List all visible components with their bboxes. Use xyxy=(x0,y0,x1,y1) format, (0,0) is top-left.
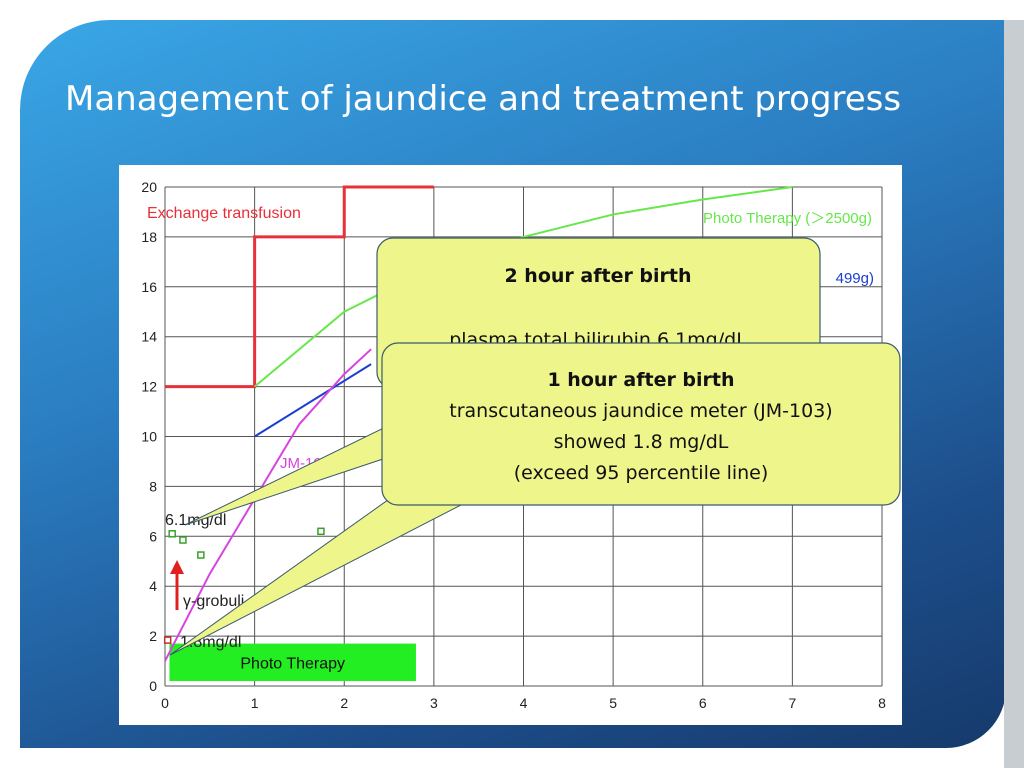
y-tick-label: 0 xyxy=(149,678,157,694)
callout-title: 1 hour after birth xyxy=(547,369,734,391)
y-tick-label: 6 xyxy=(149,528,157,544)
y-tick-label: 2 xyxy=(149,628,157,644)
data-point xyxy=(317,527,325,536)
series-label: Exchange transfusion xyxy=(147,205,301,222)
data-point xyxy=(179,536,187,544)
x-tick-label: 3 xyxy=(430,695,438,711)
callout-line: (exceed 95 percentile line) xyxy=(514,462,769,484)
x-tick-label: 2 xyxy=(340,695,348,711)
x-tick-label: 6 xyxy=(699,695,707,711)
annotation: γ-grobuli xyxy=(183,593,244,610)
data-point xyxy=(168,530,176,538)
series-line xyxy=(254,363,372,438)
x-tick-label: 5 xyxy=(609,695,617,711)
y-tick-label: 10 xyxy=(141,429,157,445)
shaded-region xyxy=(169,643,416,682)
arrow-head xyxy=(170,560,184,574)
slide-edge xyxy=(1004,20,1024,768)
x-tick-label: 0 xyxy=(161,695,169,711)
series-label: Photo Therapy (＞2500g) xyxy=(703,210,872,227)
callout-line: showed 1.8 mg/dL xyxy=(554,431,729,453)
series-line xyxy=(165,185,434,389)
series-line xyxy=(253,186,793,388)
y-tick-label: 4 xyxy=(149,578,157,594)
data-point xyxy=(163,636,172,644)
x-tick-label: 1 xyxy=(251,695,259,711)
y-tick-label: 14 xyxy=(141,329,157,345)
callout-line: transcutaneous jaundice meter (JM-103) xyxy=(449,400,832,422)
y-tick-label: 12 xyxy=(141,379,157,395)
series-label: 499g) xyxy=(836,270,874,287)
shaded-region-label: Photo Therapy xyxy=(240,655,345,672)
callout-title: 2 hour after birth xyxy=(504,265,691,287)
y-tick-label: 8 xyxy=(149,478,157,494)
data-point xyxy=(197,551,205,559)
series-line xyxy=(164,348,372,662)
y-tick-label: 16 xyxy=(141,279,157,295)
x-tick-label: 4 xyxy=(520,695,528,711)
y-tick-label: 20 xyxy=(141,179,157,195)
x-tick-label: 7 xyxy=(788,695,796,711)
x-tick-label: 8 xyxy=(878,695,886,711)
y-tick-label: 18 xyxy=(141,229,157,245)
slide-title: Management of jaundice and treatment pro… xyxy=(65,79,901,119)
callout-box xyxy=(381,342,901,506)
